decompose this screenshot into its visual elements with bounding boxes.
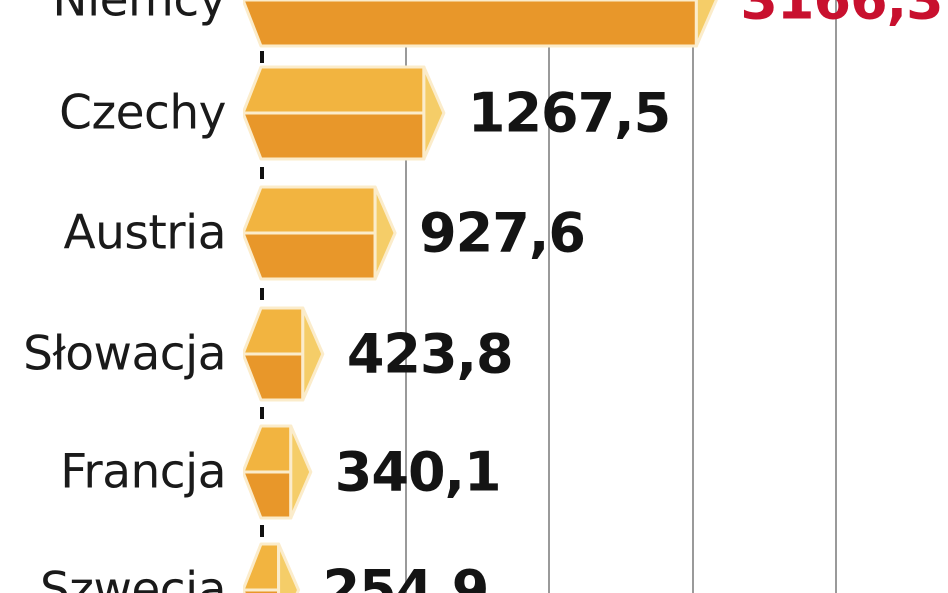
axis-tick [260, 525, 264, 537]
gridline [404, 0, 407, 593]
axis-tick [260, 167, 264, 179]
gridline [835, 0, 837, 593]
bar-row: Niemcy 3166,3 [0, 0, 948, 50]
axis-tick [260, 50, 264, 63]
value-label: 254,9 [322, 558, 490, 593]
bar [243, 542, 301, 593]
bar-row: Francja 340,1 [0, 422, 948, 522]
gridline [691, 0, 694, 593]
highlighted-value-label: 3166,3 [740, 0, 943, 32]
category-label: Austria [63, 205, 226, 261]
bar [243, 185, 397, 281]
bar [243, 65, 446, 161]
value-label: 423,8 [346, 322, 514, 386]
bar-row: Słowacja 423,8 [0, 304, 948, 404]
category-label: Czechy [59, 85, 226, 141]
bar [243, 306, 325, 402]
category-label: Francja [60, 444, 226, 500]
bar-row: Austria 927,6 [0, 183, 948, 283]
category-label: Słowacja [23, 326, 226, 382]
bar [243, 424, 313, 520]
axis-tick [260, 287, 264, 300]
gridline [548, 0, 550, 593]
bar-row: Szwecja 254,9 [0, 540, 948, 593]
category-label: Szwecja [39, 562, 227, 593]
value-label: 1267,5 [467, 81, 671, 145]
category-label: Niemcy [52, 0, 226, 28]
bar-row: Czechy 1267,5 [0, 63, 948, 163]
axis-tick [260, 407, 264, 419]
value-label: 927,6 [419, 201, 586, 265]
value-label: 340,1 [334, 440, 502, 504]
bar [243, 0, 718, 48]
